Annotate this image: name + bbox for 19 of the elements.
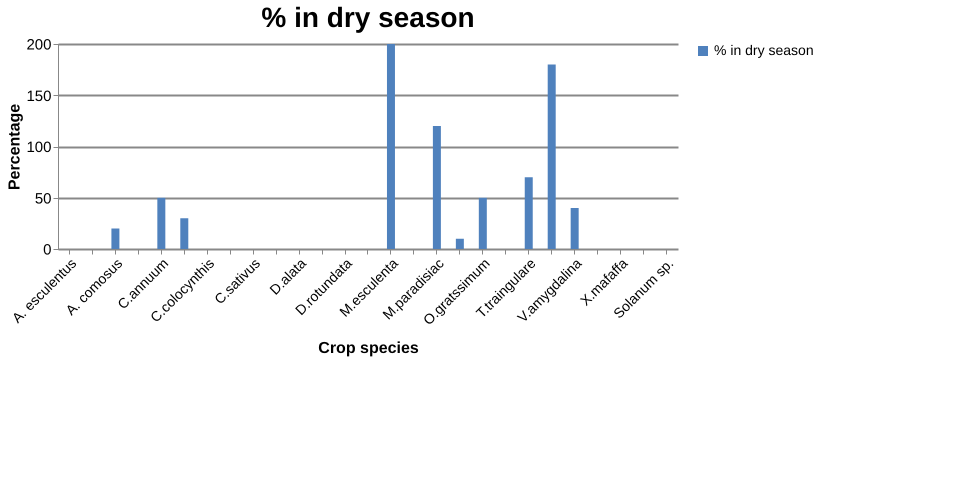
bar (386, 44, 395, 249)
y-axis-title: Percentage (6, 104, 24, 190)
bar (548, 64, 556, 249)
bar (524, 177, 533, 249)
y-tick-label: 200 (26, 36, 52, 54)
bar (157, 198, 166, 249)
bar (456, 238, 464, 249)
bar (570, 208, 579, 249)
bar (478, 198, 487, 249)
bar (180, 218, 188, 249)
x-axis-title: Crop species (318, 340, 419, 358)
chart-title: % in dry season (261, 2, 475, 33)
y-tick-label: 0 (43, 242, 52, 258)
legend-label: % in dry season (714, 42, 814, 58)
bar (111, 228, 120, 249)
y-tick-label: 150 (26, 88, 52, 105)
y-tick-label: 100 (26, 139, 52, 156)
bar (432, 126, 441, 249)
y-tick-label: 50 (34, 190, 52, 208)
